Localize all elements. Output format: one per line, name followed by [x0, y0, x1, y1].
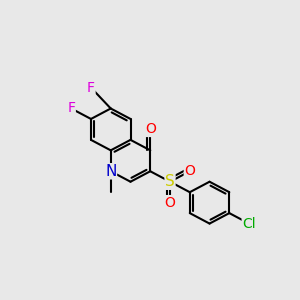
Text: O: O	[165, 196, 176, 210]
Text: Cl: Cl	[242, 217, 256, 231]
Text: O: O	[184, 164, 195, 178]
Text: O: O	[145, 122, 156, 136]
Text: F: F	[67, 101, 75, 116]
Text: S: S	[165, 174, 175, 189]
Text: N: N	[105, 164, 116, 179]
Text: F: F	[87, 81, 95, 94]
